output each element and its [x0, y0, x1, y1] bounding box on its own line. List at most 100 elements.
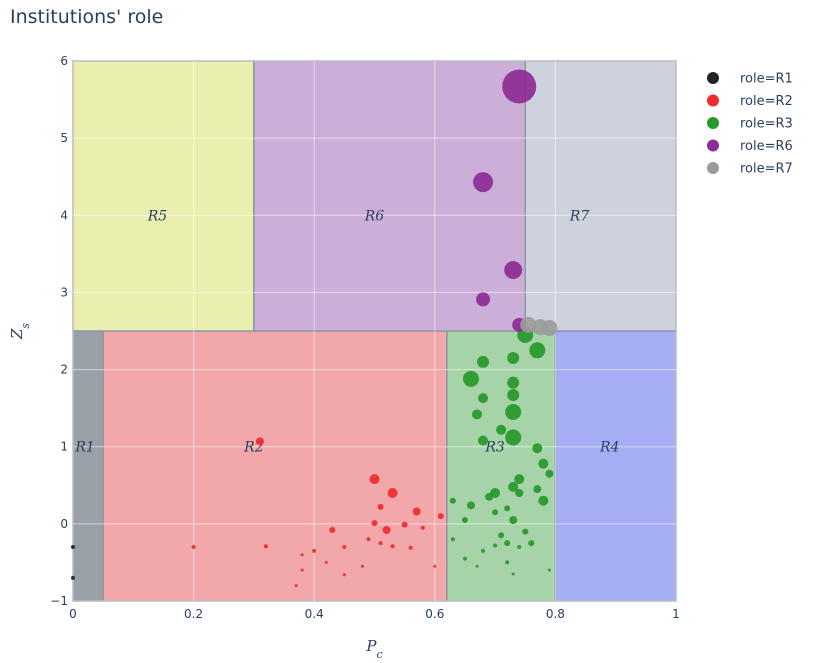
series-r6 — [473, 69, 537, 332]
data-point — [71, 545, 75, 549]
x-tick-label: 0.2 — [184, 607, 203, 621]
region-layer — [72, 60, 677, 602]
y-tick-label: 0 — [60, 517, 68, 531]
data-point — [377, 503, 384, 510]
y-tick-label: 2 — [60, 363, 68, 377]
legend-item[interactable]: role=R1 — [707, 72, 793, 87]
data-point — [492, 509, 499, 516]
data-point — [547, 568, 551, 572]
x-tick-label: 1 — [672, 607, 680, 621]
region-label-r5: R5 — [147, 208, 168, 224]
legend-label: role=R2 — [740, 94, 793, 109]
series-r7 — [520, 316, 558, 336]
data-point — [529, 342, 546, 359]
data-point — [481, 548, 486, 553]
region-label-r6: R6 — [364, 208, 385, 224]
x-tick-label: 0.8 — [546, 607, 565, 621]
y-tick-label: 6 — [60, 54, 68, 68]
data-point — [520, 316, 537, 333]
legend-marker — [707, 139, 719, 152]
legend-marker — [707, 162, 719, 174]
legend-label: role=R6 — [740, 139, 793, 154]
data-point — [511, 572, 515, 576]
legend: role=R1 role=R2 role=R3 role=R6 role=R7 — [707, 72, 793, 177]
data-point — [371, 520, 378, 527]
data-point — [462, 370, 479, 387]
data-point — [401, 521, 408, 528]
x-axis-title: Pc — [365, 637, 382, 661]
data-point — [466, 501, 475, 510]
data-point — [312, 548, 317, 553]
data-point — [478, 393, 489, 404]
data-point — [507, 352, 520, 364]
data-point — [300, 553, 304, 557]
data-point — [449, 497, 456, 504]
data-point — [390, 544, 395, 549]
data-point — [515, 489, 524, 497]
data-point — [342, 545, 347, 549]
data-point — [324, 560, 328, 564]
data-point — [538, 495, 549, 506]
data-point — [505, 560, 510, 565]
data-point — [71, 575, 75, 580]
legend-marker — [707, 72, 719, 84]
y-axis-title-subscript: s — [19, 323, 32, 329]
legend-item[interactable]: role=R6 — [707, 139, 793, 154]
data-point — [382, 526, 391, 535]
data-point — [514, 474, 525, 485]
data-point — [504, 505, 511, 512]
legend-label: role=R1 — [740, 72, 793, 87]
data-point — [263, 544, 268, 549]
y-tick-label: 1 — [60, 440, 68, 454]
data-point — [485, 492, 494, 501]
data-point — [541, 319, 558, 336]
points-layer — [71, 69, 558, 588]
chart-title: Institutions' role — [10, 6, 164, 28]
data-point — [342, 573, 346, 577]
x-tick-label: 0.4 — [305, 607, 324, 621]
data-point — [508, 481, 519, 492]
data-point — [462, 556, 467, 561]
data-point — [502, 69, 537, 104]
data-point — [533, 485, 542, 494]
legend-item[interactable]: role=R2 — [707, 94, 793, 109]
data-point — [473, 172, 494, 193]
data-point — [450, 537, 455, 542]
legend-label: role=R3 — [740, 117, 793, 132]
data-point — [505, 429, 522, 446]
data-point — [294, 584, 298, 588]
legend-marker — [707, 94, 719, 107]
data-point — [528, 540, 535, 547]
legend-item[interactable]: role=R7 — [707, 162, 793, 177]
y-tick-label: −1 — [50, 594, 68, 608]
x-tick-label: 0.6 — [425, 607, 444, 621]
data-point — [475, 564, 479, 568]
series-r3 — [449, 326, 554, 576]
data-point — [378, 541, 383, 546]
region-r6 — [253, 60, 526, 332]
data-point — [504, 261, 523, 280]
data-point — [300, 568, 304, 572]
data-point — [532, 443, 543, 454]
x-tick-label: 0 — [69, 607, 77, 621]
data-point — [387, 488, 398, 498]
data-point — [493, 543, 498, 548]
region-r4 — [554, 330, 677, 602]
data-point — [476, 292, 491, 307]
y-axis-title: Zs — [8, 323, 32, 340]
y-tick-label: 3 — [60, 285, 68, 299]
region-r2 — [102, 330, 448, 602]
legend-item[interactable]: role=R3 — [707, 117, 793, 132]
data-point — [191, 545, 196, 549]
data-point — [433, 564, 437, 568]
data-point — [360, 564, 364, 568]
region-r5 — [72, 60, 255, 332]
data-point — [522, 528, 529, 535]
data-point — [408, 545, 413, 550]
data-point — [412, 507, 421, 516]
data-point — [477, 355, 490, 368]
data-point — [507, 389, 520, 402]
region-label-r3: R3 — [484, 440, 505, 456]
